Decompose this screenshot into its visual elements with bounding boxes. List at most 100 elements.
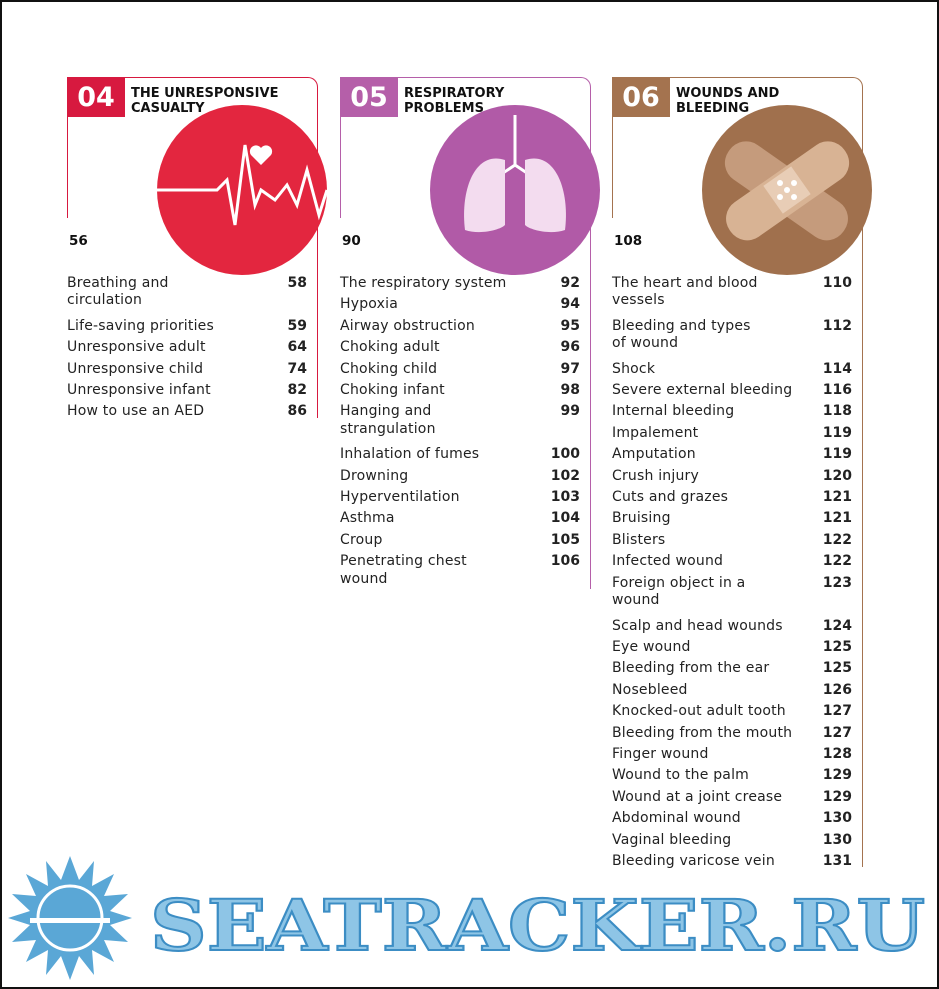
section-left-border: [67, 77, 68, 218]
entry-title: Bleeding varicose vein: [612, 852, 775, 869]
entry-title: Abdominal wound: [612, 810, 741, 827]
entry-title: Scalp and head wounds: [612, 617, 783, 634]
entry-title: Vaginal bleeding: [612, 831, 732, 848]
section-border: [67, 77, 318, 418]
entry: Eye wound 125: [612, 639, 852, 660]
entry: The respiratory system 92: [340, 275, 580, 296]
entry-page: 97: [560, 360, 580, 377]
entry-page: 126: [822, 681, 852, 698]
entry: Unresponsive child 74: [67, 361, 307, 382]
entry-title: Bleeding from the mouth: [612, 724, 793, 741]
entry-title: The respiratory system: [340, 275, 507, 291]
entry-page: 127: [822, 724, 852, 741]
entry: Drowning 102: [340, 468, 580, 489]
entry-title: Choking adult: [340, 339, 440, 356]
entry: Inhalation of fumes 100: [340, 446, 580, 467]
entry-page: 130: [822, 810, 852, 827]
entry-page: 95: [560, 317, 580, 334]
entry-title: Shock: [612, 360, 656, 377]
section-border: [612, 77, 863, 867]
entry: Choking adult 96: [340, 339, 580, 360]
entry-title: Croup: [340, 531, 383, 548]
section-border: [340, 77, 591, 589]
section-number: 06: [612, 77, 670, 117]
entry-page: 128: [822, 745, 852, 762]
entry-list: Breathing and circulation 58 Life-saving p…: [67, 275, 307, 425]
entry: Wound at a joint crease 129: [612, 789, 852, 810]
entry-page: 122: [822, 531, 852, 548]
entry-title: Foreign object in a wound: [612, 574, 746, 609]
entry-page: 96: [560, 339, 580, 356]
section-illustration: [430, 105, 600, 275]
entry: Airway obstruction 95: [340, 318, 580, 339]
entry-page: 114: [822, 360, 852, 377]
entry: How to use an AED 86: [67, 403, 307, 424]
entry: Bleeding varicose vein 131: [612, 853, 852, 874]
entry-page: 64: [287, 339, 307, 356]
entry-page: 112: [822, 317, 852, 334]
entry-title: Unresponsive infant: [67, 382, 211, 399]
entry-title: Finger wound: [612, 745, 709, 762]
entry-title: Eye wound: [612, 638, 691, 655]
entry: Amputation 119: [612, 446, 852, 467]
entry-page: 122: [822, 553, 852, 570]
entry: Scalp and head wounds 124: [612, 618, 852, 639]
entry: Croup 105: [340, 532, 580, 553]
entry-title: Hypoxia: [340, 296, 398, 313]
entry: Vaginal bleeding 130: [612, 832, 852, 853]
entry-title: Life-saving priorities: [67, 317, 214, 334]
entry-page: 99: [560, 403, 580, 420]
entry-title: Choking infant: [340, 382, 445, 399]
entry: Foreign object in a wound 123: [612, 575, 852, 618]
entry-page: 119: [822, 446, 852, 463]
entry-page: 125: [822, 638, 852, 655]
entry-title: Penetrating chest wound: [340, 553, 467, 587]
entry-title: Nosebleed: [612, 681, 688, 698]
entry: Breathing and circulation 58: [67, 275, 307, 318]
entry-title: Unresponsive adult: [67, 339, 206, 356]
entry-title: Severe external bleeding: [612, 382, 793, 399]
entry-title: Knocked-out adult tooth: [612, 703, 786, 720]
entry: Internal bleeding 118: [612, 403, 852, 424]
section-illustration: [157, 105, 327, 275]
entry: Cuts and grazes 121: [612, 489, 852, 510]
entry-page: 106: [550, 553, 580, 570]
watermark-sun: [8, 856, 132, 980]
entry-title: Blisters: [612, 531, 666, 548]
entry-title: Bleeding from the ear: [612, 660, 770, 677]
entry: Choking child 97: [340, 361, 580, 382]
entry-title: Impalement: [612, 424, 699, 441]
entry-title: Hyperventilation: [340, 489, 460, 506]
entry-page: 129: [822, 767, 852, 784]
section-left-border: [340, 77, 341, 218]
entry-title: Choking child: [340, 360, 438, 377]
entry: Life-saving priorities 59: [67, 318, 307, 339]
entry-page: 58: [287, 275, 307, 291]
entry: Knocked-out adult tooth 127: [612, 703, 852, 724]
entry-page: 123: [822, 574, 852, 591]
entry-page: 105: [550, 531, 580, 548]
section-title: THE UNRESPONSIVE CASUALTY: [131, 86, 279, 116]
watermark-text: SEATRACKER.RU: [150, 884, 925, 967]
entry-title: Bruising: [612, 510, 671, 527]
entry-list: The heart and blood vessels 110 Bleeding a…: [612, 275, 852, 874]
section-illustration: [702, 105, 872, 275]
entry: Blisters 122: [612, 532, 852, 553]
entry-page: 119: [822, 424, 852, 441]
entry-page: 94: [560, 296, 580, 313]
entry: Severe external bleeding 116: [612, 382, 852, 403]
entry: Choking infant 98: [340, 382, 580, 403]
entry: Unresponsive infant 82: [67, 382, 307, 403]
entry-page: 103: [550, 489, 580, 506]
entry: Wound to the palm 129: [612, 767, 852, 788]
entry: Bleeding from the ear 125: [612, 660, 852, 681]
section-number: 05: [340, 77, 398, 117]
entry-title: Wound to the palm: [612, 767, 749, 784]
entry-title: Amputation: [612, 446, 696, 463]
entry-page: 131: [822, 852, 852, 869]
entry-page: 86: [287, 403, 307, 420]
entry-title: Infected wound: [612, 553, 724, 570]
entry-title: How to use an AED: [67, 403, 205, 420]
